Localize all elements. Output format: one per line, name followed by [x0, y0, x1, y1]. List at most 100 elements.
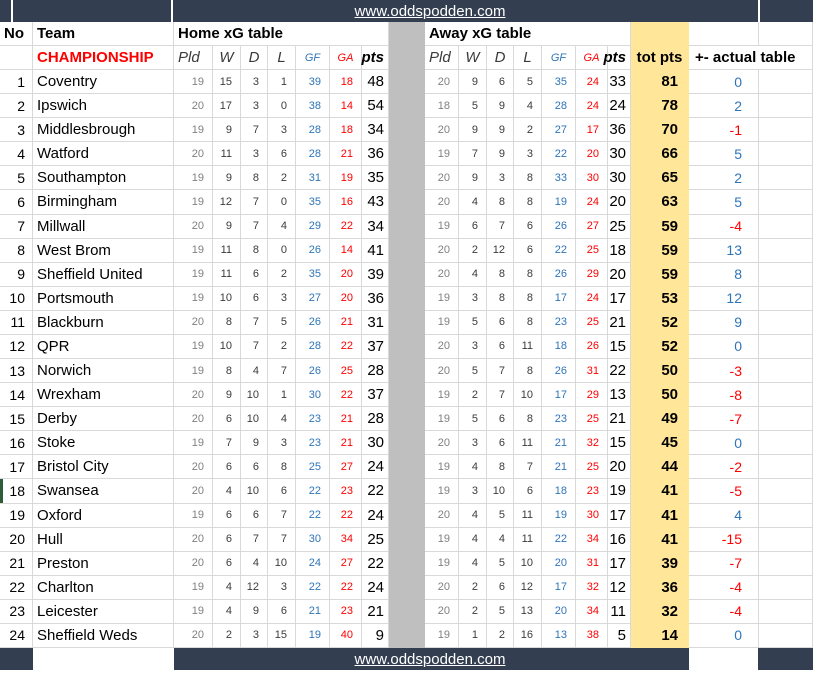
cell-away-pts[interactable]: 13 — [608, 383, 631, 408]
cell-away-gf[interactable]: 18 — [542, 334, 576, 359]
cell-home-pld[interactable]: 19 — [174, 70, 213, 95]
cell-home-gf[interactable]: 28 — [296, 142, 330, 167]
cell-no[interactable]: 8 — [0, 238, 33, 263]
cell-team[interactable]: Wrexham — [33, 383, 174, 408]
cell-away-l[interactable]: 6 — [514, 214, 542, 239]
cell-home-pld[interactable]: 19 — [174, 166, 213, 191]
cell-home-w[interactable]: 15 — [213, 70, 241, 95]
cell-no[interactable]: 23 — [0, 599, 33, 624]
cell-away-w[interactable]: 3 — [459, 334, 487, 359]
cell-home-w[interactable]: 10 — [213, 286, 241, 311]
cell-away-pld[interactable]: 20 — [425, 503, 459, 528]
header-home-ga[interactable]: GA — [330, 46, 362, 70]
cell-tot-pts[interactable]: 66 — [631, 142, 689, 167]
cell-away-w[interactable]: 1 — [459, 623, 487, 648]
cell-home-gf[interactable]: 26 — [296, 238, 330, 263]
cell-away-pts[interactable]: 19 — [608, 479, 631, 504]
cell-away-pld[interactable]: 20 — [425, 118, 459, 143]
cell-no[interactable]: 3 — [0, 118, 33, 143]
cell-away-pts[interactable]: 25 — [608, 214, 631, 239]
cell-away-gf[interactable]: 26 — [542, 262, 576, 287]
cell-away-ga[interactable]: 24 — [576, 94, 608, 119]
cell-away-l[interactable]: 8 — [514, 262, 542, 287]
cell-no[interactable]: 12 — [0, 334, 33, 359]
cell-tot-pts[interactable]: 50 — [631, 383, 689, 408]
cell-team[interactable]: Preston — [33, 551, 174, 576]
site-url-top-link[interactable]: www.oddspodden.com — [354, 2, 506, 20]
cell-home-w[interactable]: 17 — [213, 94, 241, 119]
cell-away-pts[interactable]: 20 — [608, 190, 631, 215]
cell-team[interactable]: Birmingham — [33, 190, 174, 215]
cell-home-w[interactable]: 9 — [213, 118, 241, 143]
cell-home-gf[interactable]: 22 — [296, 479, 330, 504]
cell-diff-actual[interactable]: 12 — [689, 286, 759, 311]
cell-home-pld[interactable]: 19 — [174, 286, 213, 311]
cell-no[interactable]: 2 — [0, 94, 33, 119]
cell-team[interactable]: Swansea — [33, 479, 174, 504]
cell-away-w[interactable]: 2 — [459, 238, 487, 263]
cell-tot-pts[interactable]: 49 — [631, 407, 689, 432]
cell-home-w[interactable]: 4 — [213, 575, 241, 600]
cell-away-w[interactable]: 2 — [459, 599, 487, 624]
cell-tot-pts[interactable]: 53 — [631, 286, 689, 311]
cell-tot-pts[interactable]: 63 — [631, 190, 689, 215]
cell-no[interactable]: 5 — [0, 166, 33, 191]
cell-away-pld[interactable]: 20 — [425, 70, 459, 95]
cell-away-ga[interactable]: 27 — [576, 214, 608, 239]
cell-home-pld[interactable]: 20 — [174, 623, 213, 648]
cell-home-d[interactable]: 9 — [241, 431, 268, 456]
cell-home-pts[interactable]: 54 — [362, 94, 389, 119]
cell-home-pld[interactable]: 20 — [174, 94, 213, 119]
cell-home-l[interactable]: 6 — [268, 142, 296, 167]
cell-away-l[interactable]: 8 — [514, 286, 542, 311]
cell-away-d[interactable]: 7 — [487, 383, 514, 408]
cell-home-pld[interactable]: 20 — [174, 551, 213, 576]
cell-no[interactable]: 19 — [0, 503, 33, 528]
cell-away-pld[interactable]: 19 — [425, 407, 459, 432]
cell-away-w[interactable]: 3 — [459, 479, 487, 504]
cell-away-gf[interactable]: 35 — [542, 70, 576, 95]
cell-away-l[interactable]: 7 — [514, 455, 542, 480]
cell-home-d[interactable]: 3 — [241, 94, 268, 119]
cell-home-w[interactable]: 6 — [213, 503, 241, 528]
cell-home-pld[interactable]: 19 — [174, 238, 213, 263]
cell-tot-pts[interactable]: 59 — [631, 214, 689, 239]
cell-away-pts[interactable]: 21 — [608, 407, 631, 432]
cell-away-ga[interactable]: 17 — [576, 118, 608, 143]
cell-home-ga[interactable]: 27 — [330, 455, 362, 480]
cell-team[interactable]: Stoke — [33, 431, 174, 456]
cell-away-pld[interactable]: 19 — [425, 455, 459, 480]
cell-away-gf[interactable]: 17 — [542, 286, 576, 311]
cell-away-w[interactable]: 4 — [459, 190, 487, 215]
cell-away-pld[interactable]: 19 — [425, 623, 459, 648]
cell-home-ga[interactable]: 21 — [330, 310, 362, 335]
cell-tot-pts[interactable]: 41 — [631, 503, 689, 528]
cell-away-pts[interactable]: 30 — [608, 166, 631, 191]
cell-away-ga[interactable]: 25 — [576, 310, 608, 335]
cell-away-l[interactable]: 12 — [514, 575, 542, 600]
cell-home-d[interactable]: 6 — [241, 286, 268, 311]
cell-home-w[interactable]: 6 — [213, 455, 241, 480]
cell-home-d[interactable]: 7 — [241, 214, 268, 239]
cell-diff-actual[interactable]: 0 — [689, 334, 759, 359]
cell-away-d[interactable]: 9 — [487, 94, 514, 119]
cell-tot-pts[interactable]: 14 — [631, 623, 689, 648]
cell-home-d[interactable]: 7 — [241, 527, 268, 552]
cell-away-w[interactable]: 3 — [459, 431, 487, 456]
cell-home-gf[interactable]: 24 — [296, 551, 330, 576]
cell-home-l[interactable]: 0 — [268, 238, 296, 263]
cell-home-pts[interactable]: 9 — [362, 623, 389, 648]
cell-away-w[interactable]: 9 — [459, 70, 487, 95]
cell-away-pld[interactable]: 20 — [425, 575, 459, 600]
cell-away-gf[interactable]: 26 — [542, 359, 576, 384]
cell-away-gf[interactable]: 17 — [542, 383, 576, 408]
cell-away-d[interactable]: 9 — [487, 118, 514, 143]
cell-away-pld[interactable]: 19 — [425, 383, 459, 408]
cell-team[interactable]: Hull — [33, 527, 174, 552]
header-away-w[interactable]: W — [459, 46, 487, 70]
cell-away-gf[interactable]: 28 — [542, 94, 576, 119]
cell-diff-actual[interactable]: 5 — [689, 190, 759, 215]
cell-home-w[interactable]: 12 — [213, 190, 241, 215]
cell-home-w[interactable]: 11 — [213, 238, 241, 263]
cell-away-l[interactable]: 8 — [514, 190, 542, 215]
